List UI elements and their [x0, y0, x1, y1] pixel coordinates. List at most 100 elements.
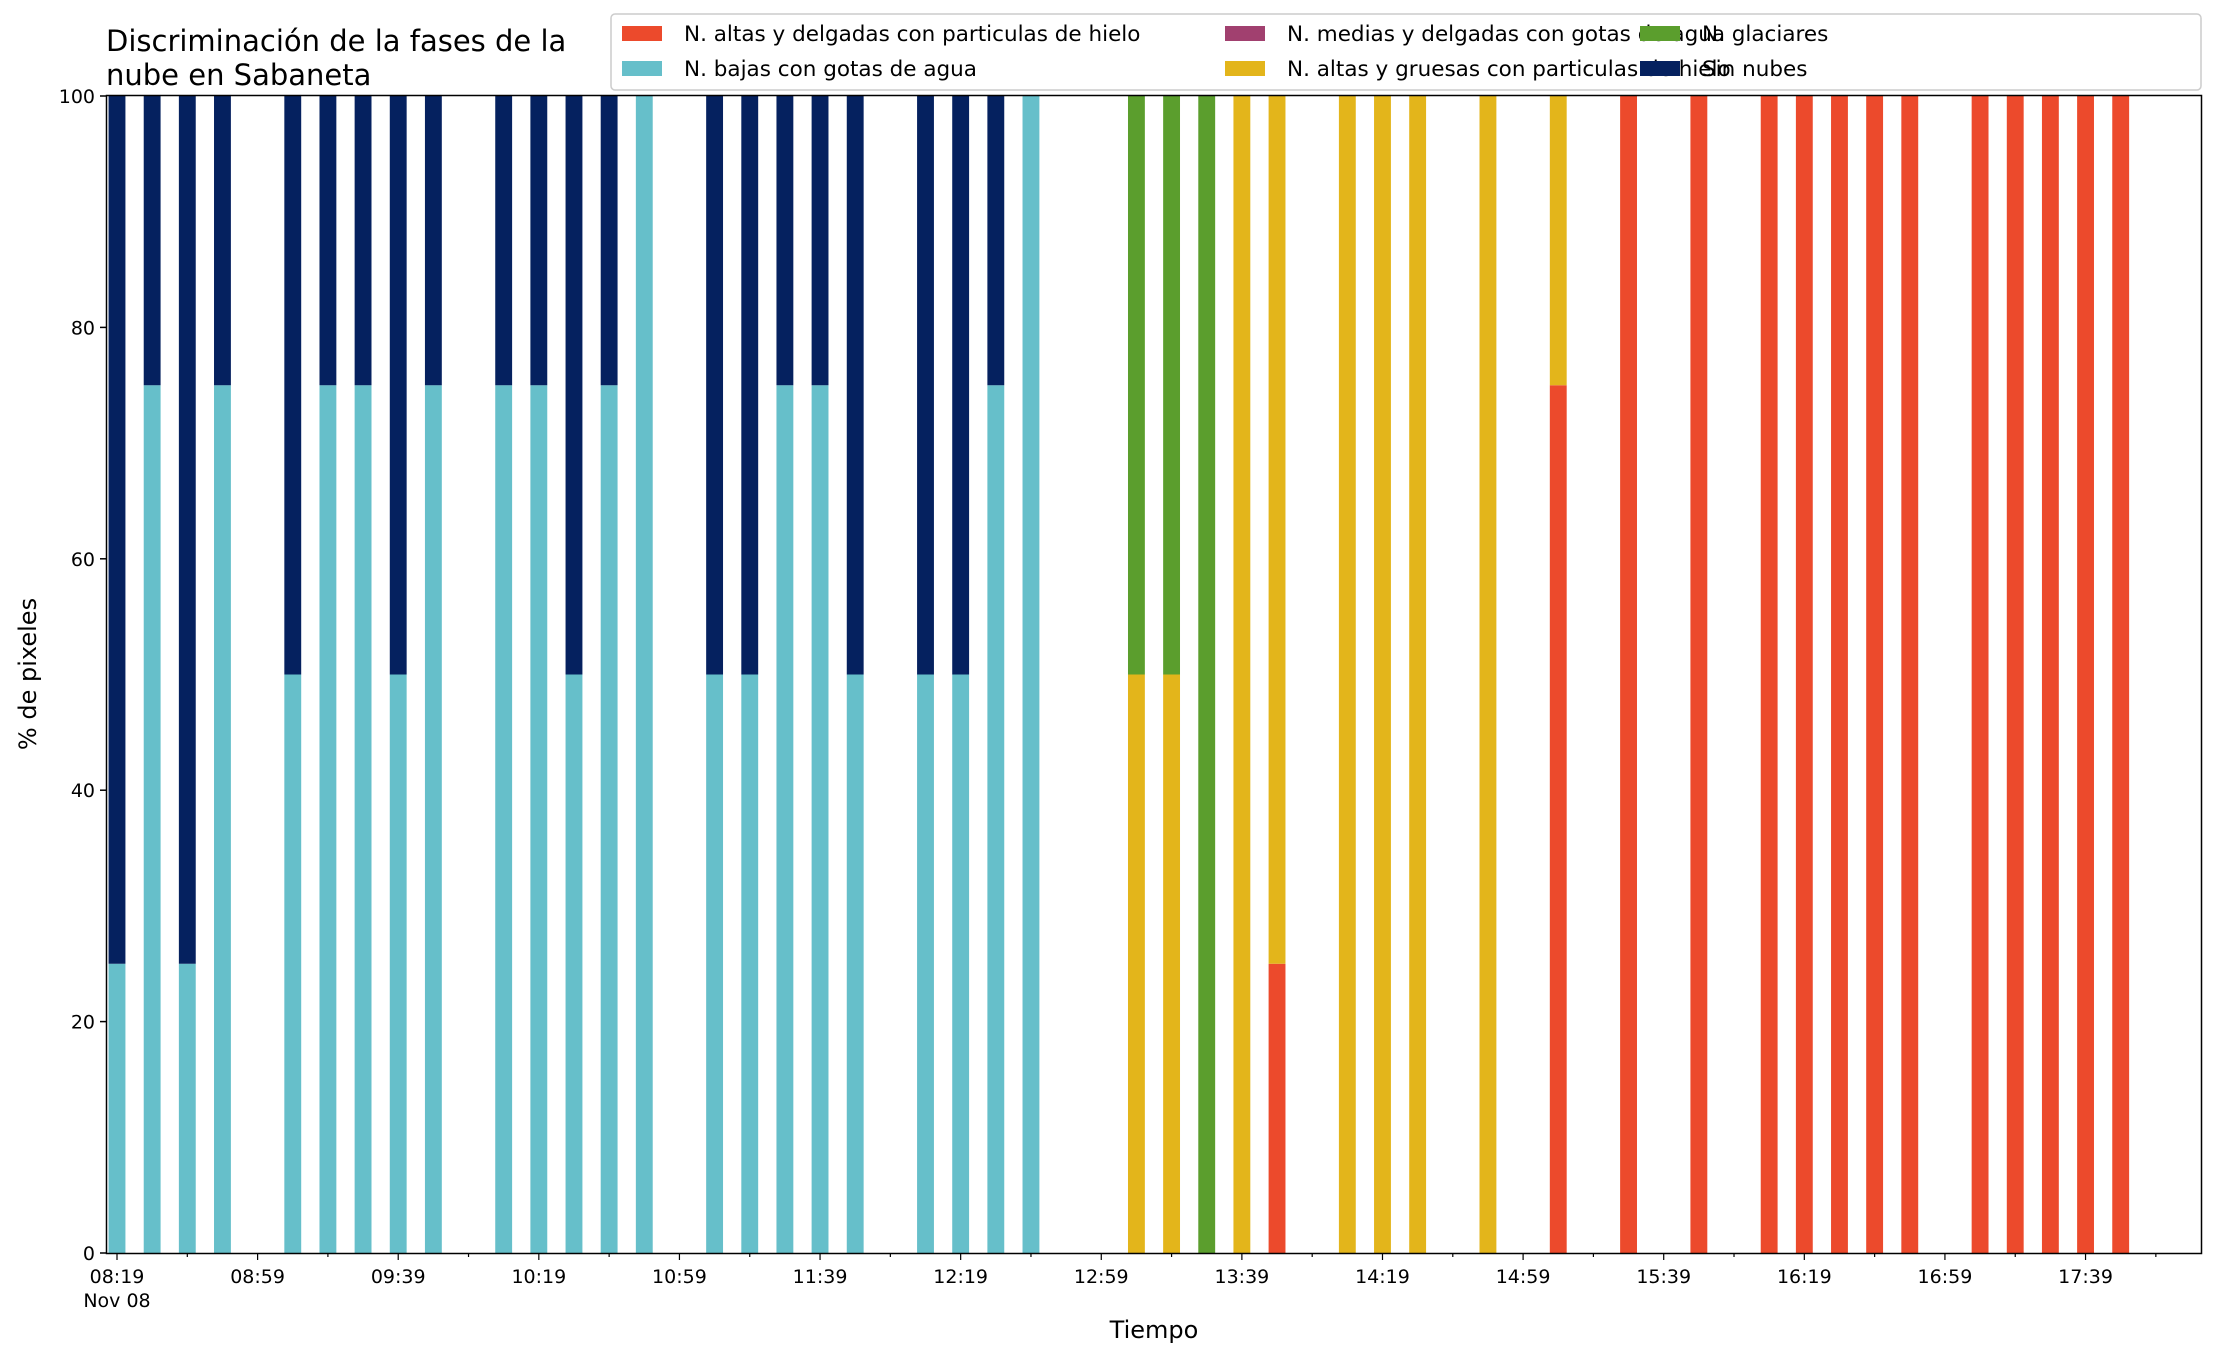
y-tick-label-100: 100 — [59, 86, 95, 108]
x-tick-label-1339: 13:39 — [1214, 1266, 1269, 1288]
bar-0819-series-5 — [108, 96, 126, 964]
chart-title-line-1: Discriminación de la fases de la — [106, 24, 566, 58]
bar-1009-series-5 — [495, 96, 513, 386]
bar-1339-series-1 — [1233, 96, 1251, 1253]
bar-0929-series-5 — [354, 96, 372, 386]
bar-1209-series-2 — [917, 674, 934, 1253]
legend-swatch-5 — [1640, 61, 1680, 76]
bar-0949-series-2 — [424, 385, 442, 1253]
legend-swatch-3 — [1640, 26, 1680, 41]
x-tick-label-0859: 08:59 — [230, 1266, 285, 1288]
bar-0909-series-2 — [284, 674, 302, 1253]
x-tick-label-1619: 16:19 — [1777, 1266, 1832, 1288]
x-tick-label-1739: 17:39 — [2058, 1266, 2113, 1288]
bar-1149-series-2 — [846, 674, 864, 1253]
legend-swatch-1 — [1225, 61, 1265, 76]
bar-1709-series-0 — [1971, 96, 1989, 1253]
bar-0949-series-5 — [424, 96, 442, 386]
bar-1019-series-2 — [530, 385, 548, 1253]
plot-frame — [105, 94, 2203, 1255]
x-tick-label-0939: 09:39 — [371, 1266, 426, 1288]
x-tick-label-1659: 16:59 — [1918, 1266, 1973, 1288]
bar-0929-series-2 — [354, 385, 372, 1253]
legend: N. altas y delgadas con particulas de hi… — [610, 13, 2202, 91]
bar-0849-series-2 — [214, 385, 231, 1253]
bar-1219-series-5 — [952, 96, 970, 675]
x-date-label: Nov 08 — [83, 1290, 150, 1312]
bar-1029-series-2 — [565, 674, 583, 1253]
legend-frame — [610, 13, 2202, 91]
bar-0939-series-2 — [389, 674, 407, 1253]
y-tick-label-0: 0 — [83, 1243, 95, 1265]
y-axis: 0 20 40 60 80 100 — [59, 86, 107, 1265]
bar-0829-series-2 — [143, 385, 161, 1253]
bar-1239-series-2 — [1022, 96, 1040, 1253]
bar-1319-series-3 — [1163, 96, 1181, 675]
bar-1629-series-0 — [1831, 96, 1848, 1253]
bar-1409-series-1 — [1338, 96, 1356, 1253]
bar-1009-series-2 — [495, 385, 513, 1253]
chart-title-line-2: nube en Sabaneta — [106, 58, 371, 92]
bar-0839-series-5 — [178, 96, 196, 964]
bar-1719-series-0 — [2006, 96, 2024, 1253]
bar-1609-series-0 — [1760, 96, 1778, 1253]
bar-1429-series-1 — [1409, 96, 1427, 1253]
bar-1119-series-2 — [741, 674, 759, 1253]
bar-0849-series-5 — [214, 96, 231, 386]
x-tick-label-1059: 10:59 — [652, 1266, 707, 1288]
bar-1309-series-3 — [1127, 96, 1145, 675]
bar-1349-series-1 — [1268, 96, 1286, 964]
legend-swatch-2 — [622, 61, 662, 76]
x-tick-label-0819: 08:19 — [90, 1266, 145, 1288]
legend-swatch-0 — [622, 26, 662, 41]
bar-0829-series-5 — [143, 96, 161, 386]
legend-label-3: N. glaciares — [1702, 22, 1828, 47]
bar-1449-series-1 — [1479, 96, 1497, 1253]
bar-1329-series-3 — [1198, 96, 1216, 1253]
bar-1039-series-2 — [600, 385, 618, 1253]
bar-1749-series-0 — [2112, 96, 2130, 1253]
bar-1729-series-0 — [2041, 96, 2059, 1253]
x-tick-label-1459: 14:59 — [1496, 1266, 1551, 1288]
x-tick-label-1219: 12:19 — [933, 1266, 988, 1288]
bar-1349-series-0 — [1268, 963, 1286, 1253]
y-tick-label-80: 80 — [71, 317, 95, 339]
bar-0919-series-2 — [319, 385, 337, 1253]
bar-1419-series-1 — [1374, 96, 1391, 1253]
x-tick-label-1539: 15:39 — [1636, 1266, 1691, 1288]
bar-0839-series-2 — [178, 963, 196, 1253]
bar-1529-series-0 — [1620, 96, 1637, 1253]
bar-1129-series-5 — [776, 96, 794, 386]
bar-1149-series-5 — [846, 96, 864, 675]
bar-1619-series-0 — [1795, 96, 1813, 1253]
bar-1049-series-2 — [635, 96, 653, 1253]
x-tick-label-1019: 10:19 — [511, 1266, 566, 1288]
bar-1549-series-0 — [1690, 96, 1708, 1253]
legend-label-2: N. bajas con gotas de agua — [684, 57, 977, 82]
bar-1119-series-5 — [741, 96, 759, 675]
bar-0909-series-5 — [284, 96, 302, 675]
bar-0819-series-2 — [108, 963, 126, 1253]
bar-1019-series-5 — [530, 96, 548, 386]
bar-1129-series-2 — [776, 385, 794, 1253]
bar-1109-series-2 — [706, 674, 724, 1253]
bar-1109-series-5 — [706, 96, 724, 675]
x-axis-label: Tiempo — [1109, 1316, 1199, 1344]
bar-1219-series-2 — [952, 674, 970, 1253]
legend-label-5: Sin nubes — [1702, 57, 1807, 82]
bar-1509-series-0 — [1549, 385, 1567, 1253]
bar-1739-series-0 — [2077, 96, 2094, 1253]
x-tick-label-1139: 11:39 — [793, 1266, 848, 1288]
bar-1649-series-0 — [1901, 96, 1919, 1253]
legend-swatch-4 — [1225, 26, 1265, 41]
bar-1139-series-2 — [811, 385, 829, 1253]
bar-1039-series-5 — [600, 96, 618, 386]
y-axis-label: % de pixeles — [14, 598, 42, 750]
bar-1229-series-5 — [987, 96, 1005, 386]
bars-layer — [108, 96, 2130, 1253]
bar-1509-series-1 — [1549, 96, 1567, 386]
bar-1309-series-1 — [1127, 674, 1145, 1253]
y-tick-label-20: 20 — [71, 1012, 95, 1034]
